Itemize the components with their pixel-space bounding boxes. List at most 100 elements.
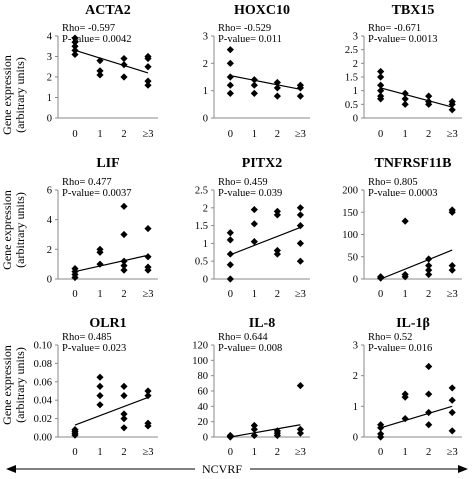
data-point [448,100,456,108]
x-tick-label: 1 [252,447,257,458]
data-point [250,425,258,433]
data-point [377,433,385,441]
data-point [71,38,79,46]
data-point [401,273,409,281]
x-tick-label: 0 [228,447,233,458]
data-point [425,255,433,263]
arrow-head-left [6,465,16,473]
y-axis-label-row1-line1: Gene expression [0,55,14,135]
data-point [425,421,433,429]
y-axis-label-row2-line2: (arbitrary units) [13,192,27,268]
data-point [425,408,433,417]
data-point [296,211,304,219]
data-point [120,266,128,274]
data-point [448,408,456,417]
data-point [425,100,433,108]
y-axis-label-row2-line1: Gene expression [0,190,14,270]
y-tick-label: 0 [203,433,208,444]
x-tick-label: ≥3 [295,289,306,300]
y-tick-label: 1.5 [195,221,208,232]
pvalue-label: P-value= 0.039 [218,188,282,199]
data-point [144,266,152,274]
data-point [250,220,258,228]
trend-line [230,424,301,438]
y-tick-label: 0.10 [34,341,52,352]
data-point [120,230,128,239]
x-tick-label: 0 [72,447,77,458]
y-tick-label: 1 [203,239,208,250]
x-tick-label: ≥3 [295,129,306,140]
data-point [296,429,304,437]
data-point [226,46,234,54]
data-point [96,57,104,65]
data-point [144,422,152,430]
data-point [226,250,234,258]
data-point [120,392,128,400]
y-tick-label: 150 [342,208,358,219]
x-tick-label: 1 [403,447,408,458]
data-point [250,76,258,84]
x-tick-label: 1 [97,289,102,300]
arrow-head-right [458,465,468,473]
y-tick-label: 0 [353,275,358,286]
y-tick-label: 0 [47,275,52,286]
y-tick-label: 2 [47,245,52,256]
data-point [144,387,152,395]
data-point [71,273,79,282]
x-tick-label: 1 [252,289,257,300]
rho-label: Rho= 0.485 [62,332,112,343]
data-point [96,373,104,381]
data-point [71,431,79,439]
data-point [296,425,304,433]
rho-label: Rho= -0.671 [368,23,421,34]
pvalue-label: P-value= 0.011 [218,34,282,45]
x-tick-label: 2 [426,129,431,140]
panel-title: IL-1β [396,316,430,331]
data-point [273,431,281,440]
pvalue-label: P-value= 0.0013 [368,34,438,45]
x-tick-label: 2 [275,129,280,140]
x-tick-label: 1 [252,129,257,140]
y-axis-label-row3-line2: (arbitrary units) [13,347,27,423]
data-point [296,239,304,247]
data-point [296,222,304,230]
data-point [401,393,409,401]
x-tick-label: ≥3 [142,129,153,140]
data-point [226,433,234,441]
data-point [144,81,152,89]
data-point [425,390,433,398]
x-tick-label: 0 [378,447,383,458]
panel-title: HOXC10 [234,3,290,18]
y-tick-label: 2 [47,73,52,84]
x-tick-label: 1 [97,447,102,458]
y-tick-label: 80 [198,371,209,382]
data-point [71,50,79,59]
pvalue-label: P-value= 0.0037 [62,188,132,199]
pvalue-label: P-value= 0.023 [62,343,126,354]
data-point [250,89,258,97]
panel-title: TBX15 [392,3,435,18]
data-point [401,217,409,225]
y-tick-label: 100 [192,356,208,367]
data-point [273,84,281,92]
data-point [425,362,433,371]
data-point [448,106,456,114]
panel-title: IL-8 [249,316,275,331]
data-point [273,250,281,258]
trend-line [74,396,149,426]
y-tick-label: 0.04 [34,396,53,407]
data-point [226,73,234,81]
data-point [96,382,104,390]
data-point [425,262,433,270]
data-point [250,238,258,246]
y-tick-label: 1 [203,86,208,97]
data-point [144,253,152,261]
data-point [448,384,456,392]
data-point [226,275,234,283]
y-tick-label: 0 [353,433,358,444]
pvalue-label: P-value= 0.0042 [62,34,132,45]
pvalue-label: P-value= 0.008 [218,343,282,354]
